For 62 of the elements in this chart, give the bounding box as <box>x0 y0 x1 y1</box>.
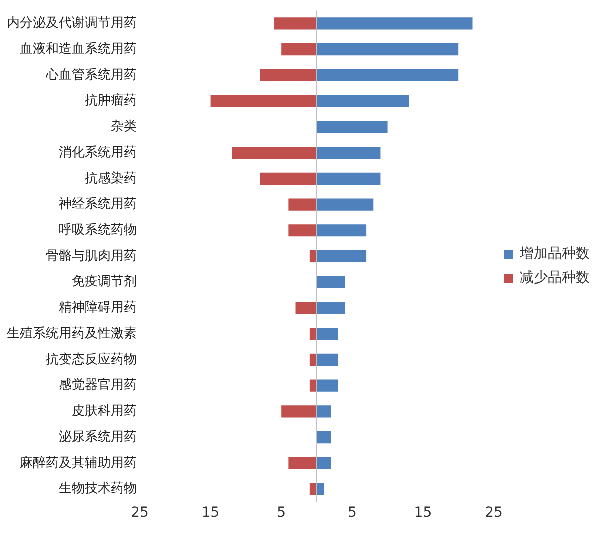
bar <box>317 250 367 263</box>
bar <box>282 44 317 56</box>
y-tick-label: 消化系统用药 <box>59 145 137 160</box>
y-tick-label: 杂类 <box>111 120 137 135</box>
bar <box>317 328 338 340</box>
bar <box>317 354 338 366</box>
bar <box>317 18 473 30</box>
bar <box>288 198 317 211</box>
bar <box>317 276 346 288</box>
y-tick-label: 骨骼与肌肉用药 <box>46 248 137 264</box>
bar <box>317 69 459 82</box>
y-tick-label: 皮肤科用药 <box>72 404 137 420</box>
bar <box>317 121 388 134</box>
bar <box>288 457 317 470</box>
bar <box>310 250 317 263</box>
y-tick-label: 抗感染药 <box>85 171 137 186</box>
y-tick-label: 精神障碍用药 <box>59 300 137 316</box>
x-tick-label: 25 <box>485 505 503 522</box>
y-tick-label: 血液和造血系统用药 <box>20 42 137 57</box>
y-tick-label: 抗肿瘤药 <box>85 92 137 109</box>
x-tick-label: 15 <box>202 505 220 522</box>
bar <box>317 302 346 314</box>
bar <box>232 147 317 160</box>
bar <box>317 224 367 237</box>
bar <box>317 406 332 418</box>
x-tick-label: 25 <box>131 505 149 522</box>
y-tick-label: 生殖系统用药及性激素 <box>7 326 137 342</box>
bar <box>210 95 317 108</box>
y-tick-label: 麻醉药及其辅助用药 <box>20 456 137 471</box>
bar <box>317 431 332 444</box>
y-tick-label: 神经系统用药 <box>59 197 137 212</box>
legend-label: 增加品种数 <box>519 246 590 262</box>
x-tick-label: 5 <box>277 505 286 522</box>
y-tick-label: 呼吸系统药物 <box>59 223 137 238</box>
x-tick-label: 15 <box>414 505 432 522</box>
y-tick-label: 心血管系统用药 <box>45 66 137 83</box>
bar <box>310 328 317 340</box>
bar <box>310 380 317 392</box>
bar <box>274 18 317 30</box>
legend-label: 减少品种数 <box>520 270 590 286</box>
bar <box>317 198 374 211</box>
bar <box>317 172 381 185</box>
bar <box>317 380 338 392</box>
bar <box>317 44 459 56</box>
bar <box>296 302 317 314</box>
bar <box>282 406 317 418</box>
bar <box>317 95 410 108</box>
bar <box>317 483 324 496</box>
bar <box>288 224 317 237</box>
bar <box>317 147 381 160</box>
bar <box>260 172 317 185</box>
y-tick-label: 免疫调节剂 <box>72 274 137 290</box>
x-tick-label: 5 <box>348 505 357 522</box>
y-tick-label: 生物技术药物 <box>59 482 137 497</box>
y-tick-label: 内分泌及代谢调节用药 <box>7 16 137 32</box>
bar <box>310 483 317 496</box>
bar <box>310 354 317 366</box>
bar <box>317 457 332 470</box>
y-tick-label: 泌尿系统用药 <box>59 430 137 445</box>
y-tick-label: 抗变态反应药物 <box>46 351 137 368</box>
bar <box>260 69 317 82</box>
y-tick-label: 感觉器官用药 <box>59 377 137 394</box>
